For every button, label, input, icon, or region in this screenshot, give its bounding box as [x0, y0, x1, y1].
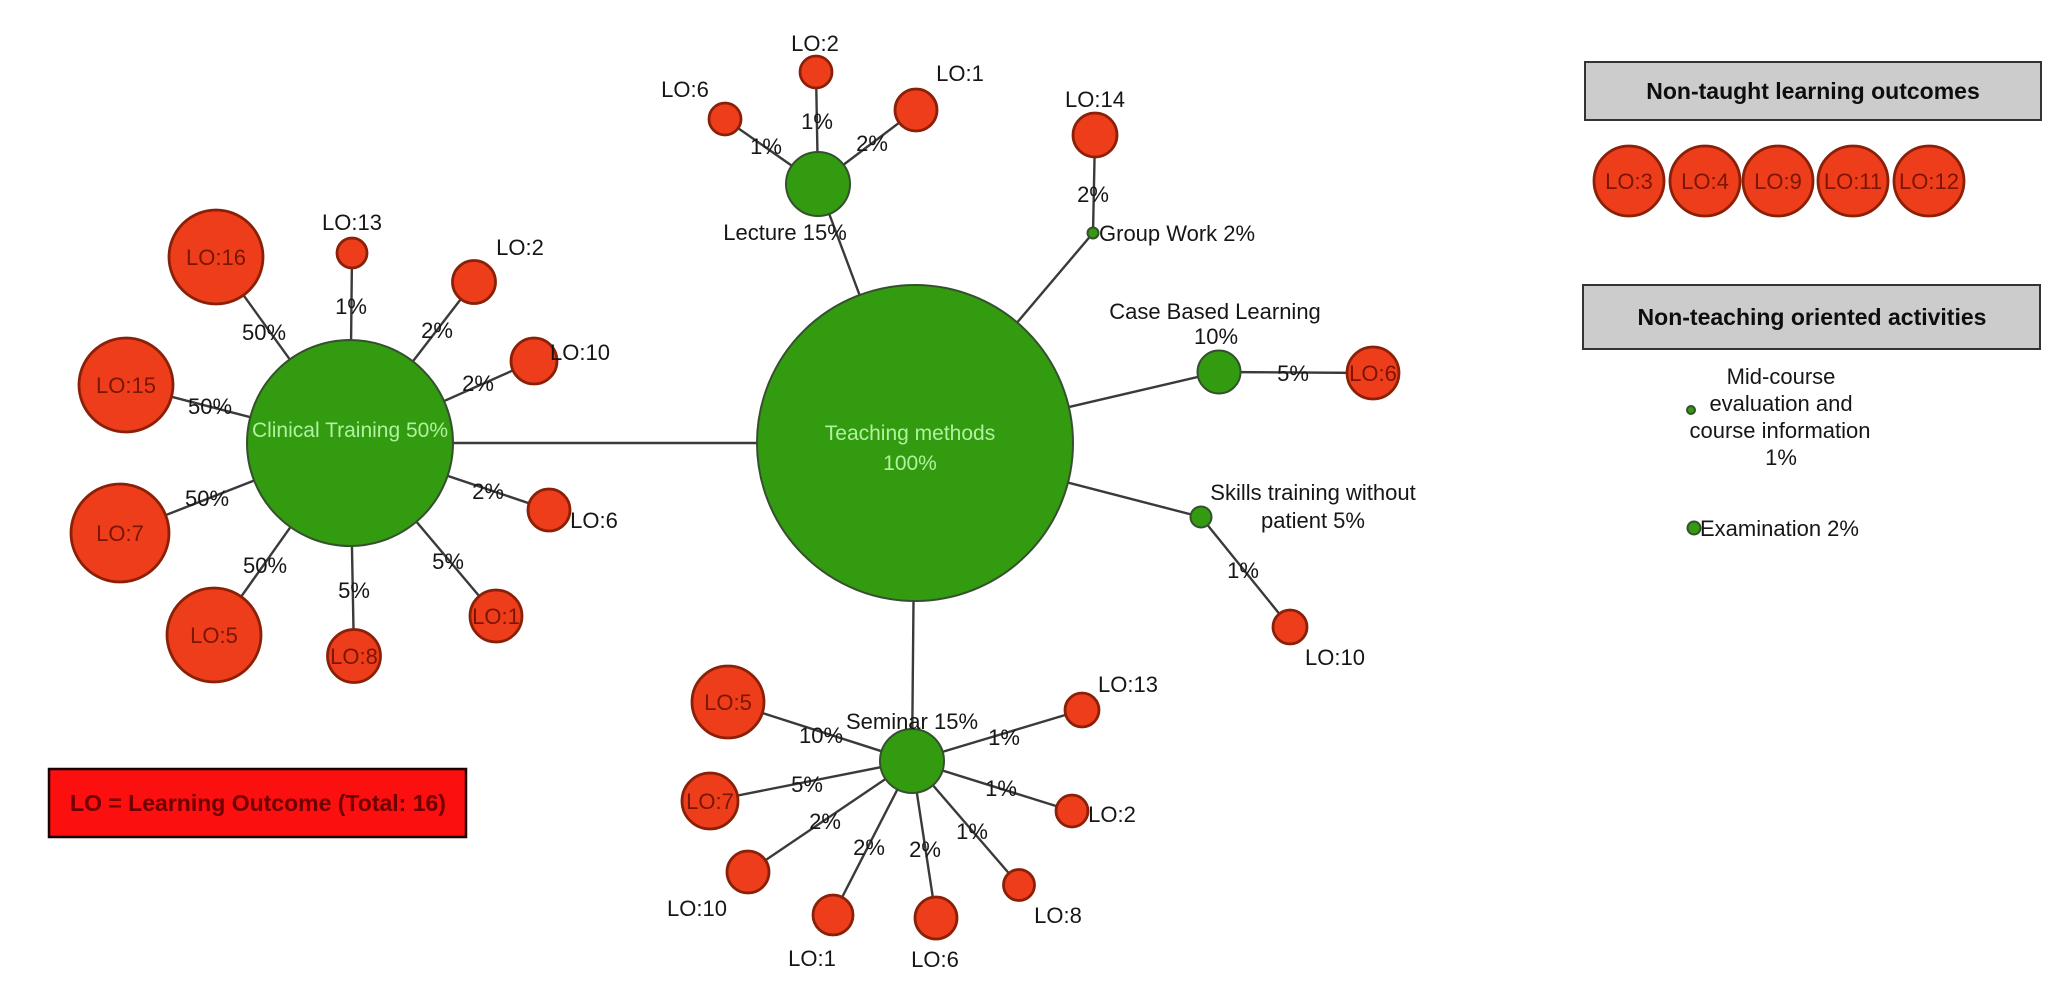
- svg-text:LO:2: LO:2: [791, 31, 839, 56]
- svg-text:2%: 2%: [856, 131, 888, 156]
- svg-text:LO:2: LO:2: [1088, 802, 1136, 827]
- svg-text:LO:13: LO:13: [1098, 672, 1158, 697]
- svg-text:LO:7: LO:7: [686, 789, 734, 814]
- svg-text:Lecture 15%: Lecture 15%: [723, 220, 847, 245]
- svg-text:LO:8: LO:8: [1034, 903, 1082, 928]
- svg-text:LO:6: LO:6: [570, 508, 618, 533]
- svg-text:Examination 2%: Examination 2%: [1700, 516, 1859, 541]
- svg-text:10%: 10%: [1194, 324, 1238, 349]
- svg-text:50%: 50%: [185, 486, 229, 511]
- svg-text:2%: 2%: [809, 809, 841, 834]
- svg-text:LO:14: LO:14: [1065, 87, 1125, 112]
- svg-text:1%: 1%: [988, 725, 1020, 750]
- svg-text:50%: 50%: [243, 553, 287, 578]
- svg-text:2%: 2%: [462, 371, 494, 396]
- svg-text:50%: 50%: [188, 394, 232, 419]
- svg-text:2%: 2%: [421, 318, 453, 343]
- svg-text:LO:10: LO:10: [1305, 645, 1365, 670]
- svg-text:Case Based Learning: Case Based Learning: [1109, 299, 1321, 324]
- svg-text:2%: 2%: [472, 479, 504, 504]
- svg-text:evaluation and: evaluation and: [1709, 391, 1852, 416]
- svg-text:LO:1: LO:1: [936, 61, 984, 86]
- svg-text:course information: course information: [1690, 418, 1871, 443]
- svg-text:LO:15: LO:15: [96, 373, 156, 398]
- svg-text:2%: 2%: [909, 837, 941, 862]
- svg-text:LO:6: LO:6: [661, 77, 709, 102]
- svg-text:5%: 5%: [1277, 361, 1309, 386]
- svg-text:1%: 1%: [1765, 445, 1797, 470]
- svg-text:1%: 1%: [801, 109, 833, 134]
- svg-text:2%: 2%: [1077, 182, 1109, 207]
- svg-text:LO:11: LO:11: [1824, 169, 1882, 194]
- svg-text:1%: 1%: [750, 134, 782, 159]
- svg-text:1%: 1%: [956, 819, 988, 844]
- svg-text:5%: 5%: [432, 549, 464, 574]
- svg-text:LO:12: LO:12: [1899, 169, 1959, 194]
- svg-text:5%: 5%: [791, 772, 823, 797]
- svg-text:Non-teaching oriented activiti: Non-teaching oriented activities: [1638, 304, 1987, 330]
- svg-text:1%: 1%: [335, 294, 367, 319]
- svg-text:50%: 50%: [242, 320, 286, 345]
- svg-text:10%: 10%: [799, 723, 843, 748]
- svg-text:LO:10: LO:10: [667, 896, 727, 921]
- svg-text:Mid-course: Mid-course: [1727, 364, 1836, 389]
- svg-text:Teaching methods: Teaching methods: [825, 422, 995, 445]
- svg-text:5%: 5%: [338, 578, 370, 603]
- svg-text:LO = Learning Outcome (Total:: LO = Learning Outcome (Total: 16): [70, 790, 446, 816]
- svg-text:LO:7: LO:7: [96, 521, 144, 546]
- svg-text:LO:10: LO:10: [550, 340, 610, 365]
- svg-text:Skills training without: Skills training without: [1210, 480, 1415, 505]
- svg-text:LO:6: LO:6: [911, 947, 959, 972]
- svg-text:2%: 2%: [853, 835, 885, 860]
- svg-text:Seminar 15%: Seminar 15%: [846, 709, 978, 734]
- svg-text:Clinical Training 50%: Clinical Training 50%: [252, 419, 448, 442]
- svg-text:LO:2: LO:2: [496, 235, 544, 260]
- svg-text:1%: 1%: [985, 776, 1017, 801]
- svg-text:LO:1: LO:1: [472, 604, 520, 629]
- svg-text:LO:1: LO:1: [788, 946, 836, 971]
- svg-text:LO:5: LO:5: [190, 623, 238, 648]
- svg-text:LO:8: LO:8: [330, 644, 378, 669]
- svg-text:LO:5: LO:5: [704, 690, 752, 715]
- svg-text:Non-taught learning outcomes: Non-taught learning outcomes: [1646, 78, 1980, 104]
- svg-text:LO:6: LO:6: [1349, 361, 1397, 386]
- svg-text:LO:3: LO:3: [1605, 169, 1653, 194]
- svg-text:1%: 1%: [1227, 558, 1259, 583]
- svg-text:100%: 100%: [883, 452, 937, 475]
- svg-text:patient 5%: patient 5%: [1261, 508, 1365, 533]
- svg-text:LO:16: LO:16: [186, 245, 246, 270]
- svg-text:LO:13: LO:13: [322, 210, 382, 235]
- svg-text:LO:4: LO:4: [1681, 169, 1729, 194]
- svg-text:Group Work 2%: Group Work 2%: [1099, 221, 1255, 246]
- svg-text:LO:9: LO:9: [1754, 169, 1802, 194]
